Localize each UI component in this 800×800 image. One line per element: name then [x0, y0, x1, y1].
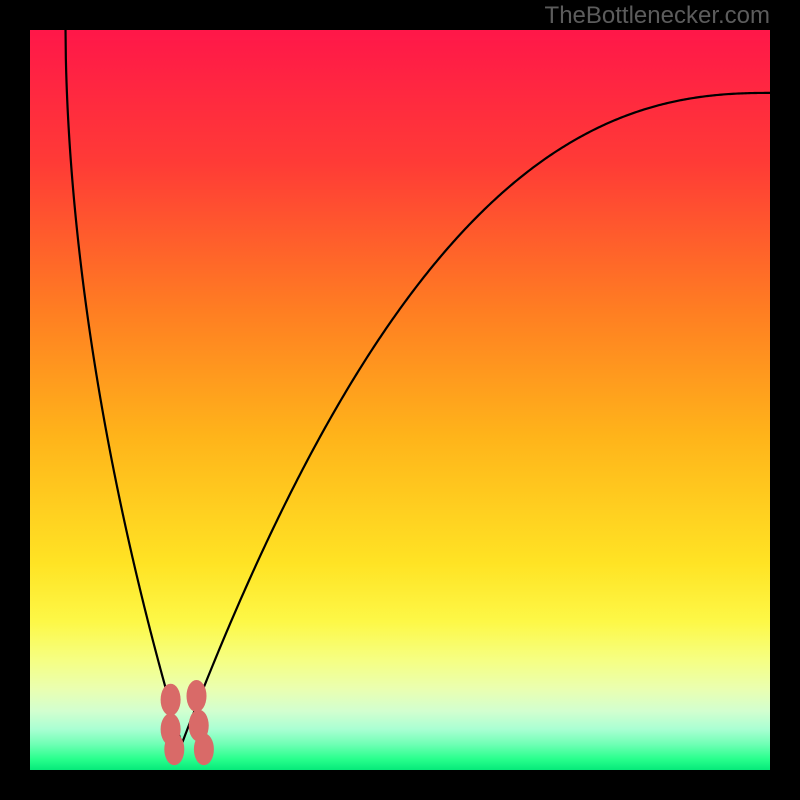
optimum-marker [194, 733, 214, 765]
chart-container: TheBottlenecker.com [0, 0, 800, 800]
plot-background [30, 30, 770, 770]
chart-svg [0, 0, 800, 800]
watermark-text: TheBottlenecker.com [545, 2, 770, 30]
optimum-marker [164, 733, 184, 765]
optimum-marker [187, 680, 207, 712]
optimum-marker [161, 684, 181, 716]
